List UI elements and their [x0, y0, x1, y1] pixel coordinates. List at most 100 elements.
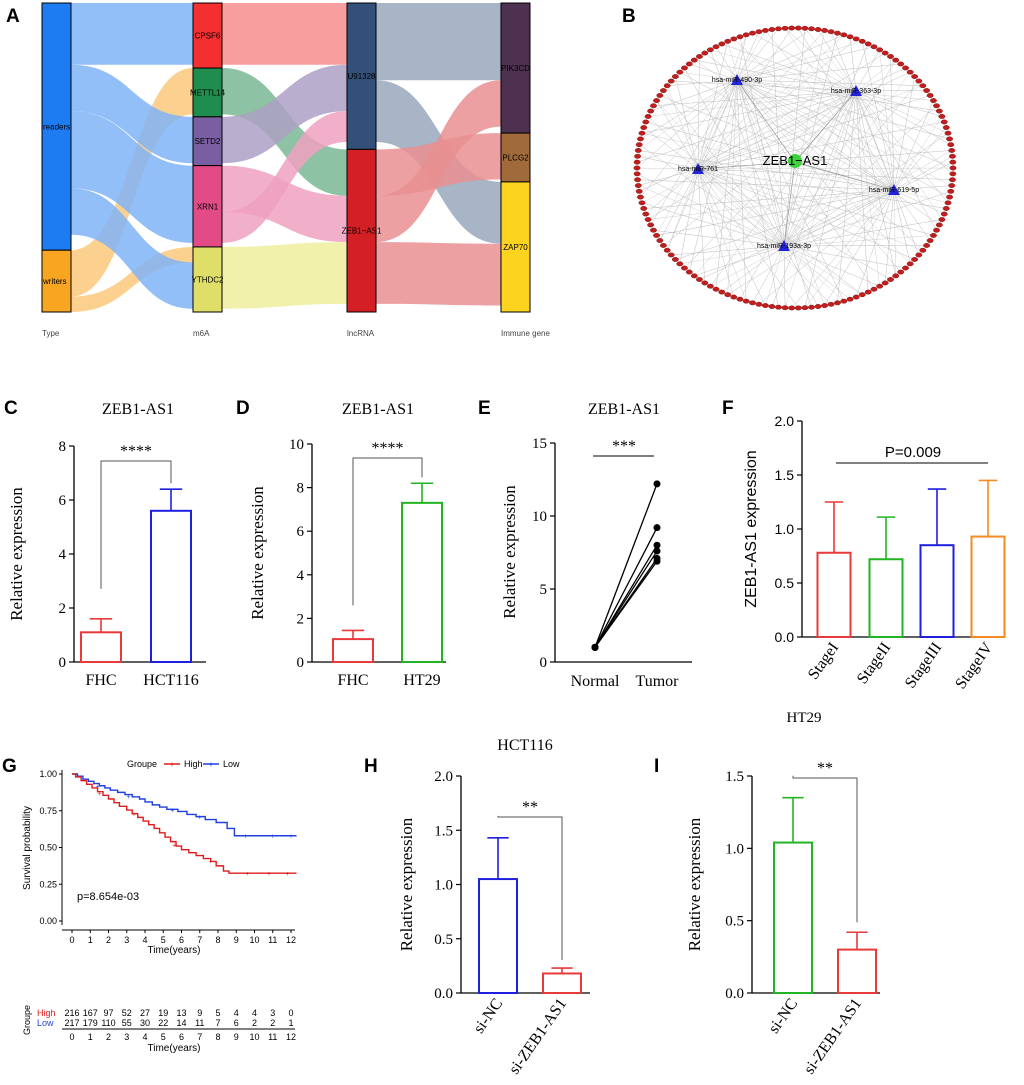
network-edge: [893, 189, 896, 276]
gene-node: [946, 136, 953, 142]
gene-node: [814, 27, 822, 32]
y-tick-label: 8: [297, 481, 305, 497]
network-edge: [697, 34, 844, 170]
gene-node: [667, 78, 675, 84]
gene-node: [942, 125, 950, 130]
chart-title: HCT116: [497, 737, 552, 754]
gene-node: [892, 57, 900, 63]
risk-value-low: 11: [195, 1018, 204, 1028]
network-edge: [679, 245, 785, 265]
legend-title: Groupe: [127, 759, 157, 769]
risk-table-ylabel: Groupe: [22, 1005, 32, 1035]
gene-node: [933, 227, 940, 233]
network-edge: [736, 79, 779, 308]
risk-value-low: 6: [234, 1018, 239, 1028]
sankey-node-readers: [41, 2, 72, 251]
risk-x-tick-label: 0: [69, 1032, 74, 1042]
gene-node: [701, 280, 709, 286]
gene-node: [808, 26, 815, 32]
gene-node: [897, 61, 905, 67]
sankey-flow: [222, 165, 347, 243]
gene-node: [647, 108, 655, 114]
network-edge: [699, 189, 895, 280]
censor-mark-high: +: [209, 859, 213, 866]
sankey-node-ythdc2: [192, 246, 223, 313]
censor-mark-high: +: [285, 871, 289, 878]
y-tick-label: 0: [297, 655, 305, 671]
risk-value-high: 5: [215, 1008, 220, 1018]
y-tick-label: 0.5: [775, 575, 795, 591]
network-edge: [697, 168, 799, 309]
network-edge: [636, 167, 699, 170]
risk-value-low: 22: [158, 1018, 168, 1028]
risk-value-low: 110: [101, 1018, 115, 1028]
gene-node: [938, 114, 946, 119]
gene-node: [671, 74, 679, 79]
y-tick-label: 1.0: [775, 521, 795, 537]
gene-node: [919, 247, 927, 253]
network-edge: [783, 245, 851, 300]
y-tick-label: 0.75: [39, 806, 57, 816]
x-tick-label: si-NC: [765, 996, 801, 1037]
p-value-label: P=0.009: [885, 444, 941, 461]
gene-node: [768, 304, 776, 309]
network-edge: [638, 185, 785, 247]
y-axis-label: Relative expression: [248, 486, 267, 620]
mirna-node: [731, 74, 743, 85]
network-edge: [697, 168, 747, 302]
censor-mark-high: +: [267, 871, 271, 878]
mirna-label: hsa-miR-761: [678, 166, 718, 173]
network-edge: [659, 168, 699, 241]
y-axis-label: Relative expression: [685, 817, 704, 951]
risk-value-low: 217: [64, 1018, 79, 1028]
x-tick-label: HT29: [403, 672, 440, 689]
network-edge: [710, 49, 857, 92]
gene-node: [788, 305, 796, 311]
network-edge: [783, 72, 911, 247]
sankey-flow: [71, 188, 193, 309]
network-edge: [791, 189, 895, 309]
risk-x-tick-label: 5: [161, 1032, 166, 1042]
network-edge: [855, 90, 937, 231]
y-tick-label: 1.5: [725, 769, 744, 785]
network-edge: [671, 245, 785, 256]
gene-node: [949, 171, 957, 177]
gene-node: [930, 233, 937, 238]
gene-node: [930, 98, 937, 103]
risk-value-high: 3: [270, 1008, 275, 1018]
network-edge: [794, 161, 895, 191]
network-edge: [736, 79, 825, 306]
network-edge: [647, 90, 857, 220]
tumor-point: [653, 547, 661, 555]
gene-node: [940, 211, 948, 217]
sankey-flow: [376, 80, 501, 243]
sankey-node-zap70: [500, 181, 531, 313]
bar-stageiii: [919, 544, 955, 639]
gene-node: [749, 30, 756, 36]
panel-label-d: D: [236, 398, 250, 419]
gene-node: [663, 247, 671, 253]
sankey-node-label: SETD2: [195, 137, 221, 146]
significance-marker: **: [817, 760, 833, 777]
gene-node: [846, 34, 854, 40]
network-edge: [893, 189, 931, 241]
network-edge: [638, 168, 699, 186]
sankey-node-u91328: [346, 2, 377, 150]
risk-x-tick-label: 7: [197, 1032, 202, 1042]
y-tick-label: 0.25: [39, 879, 57, 889]
gene-node: [736, 296, 744, 302]
network-edge: [639, 144, 785, 247]
network-edge: [837, 90, 857, 303]
y-axis-label: Relative expression: [397, 817, 416, 951]
y-tick-label: 2.0: [775, 413, 795, 429]
network-edge: [893, 116, 943, 191]
network-edge: [647, 116, 785, 247]
network-edge: [663, 90, 857, 246]
network-edge: [727, 189, 895, 295]
gene-node: [633, 159, 641, 165]
network-edge: [666, 85, 699, 170]
gene-node: [706, 283, 714, 289]
x-tick-label: FHC: [85, 672, 116, 689]
sankey-column-label: Immune gene: [501, 329, 550, 338]
network-edge: [697, 161, 796, 170]
